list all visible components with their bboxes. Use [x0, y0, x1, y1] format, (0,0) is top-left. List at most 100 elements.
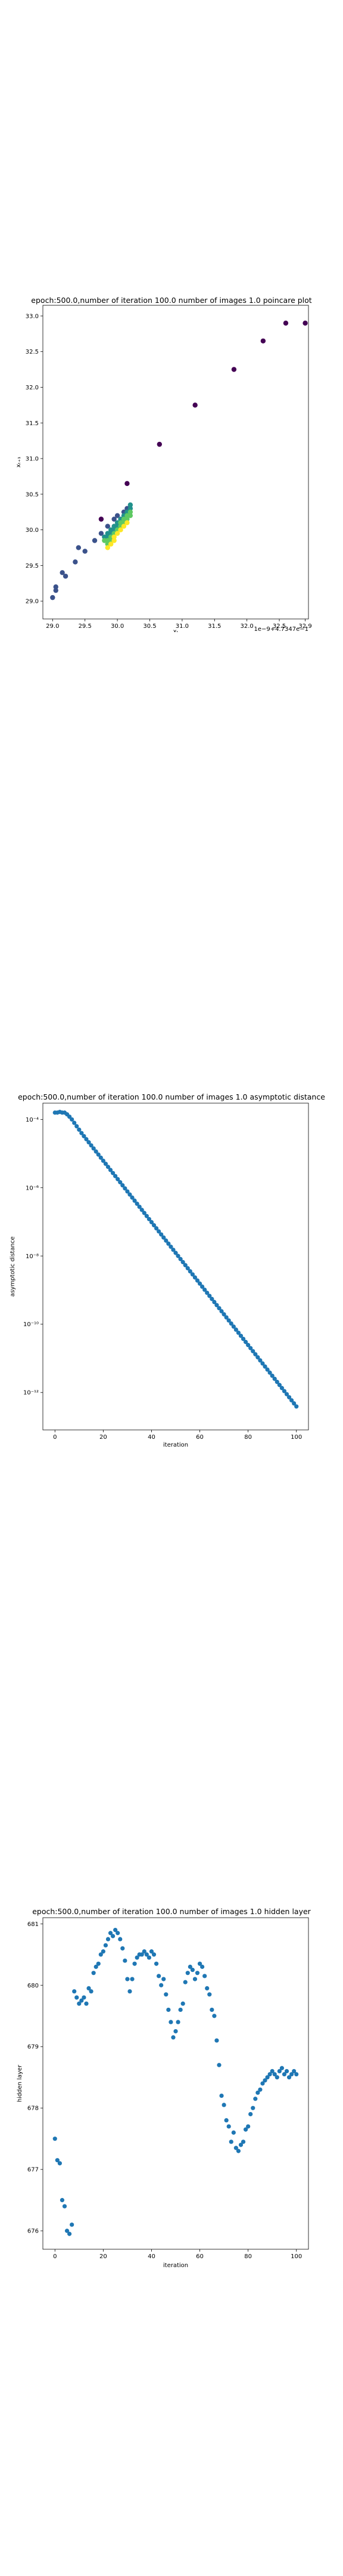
x-tick-label: 0	[53, 2253, 57, 2260]
scatter-point	[132, 1198, 137, 1203]
scatter-point	[123, 1958, 127, 1963]
x-axis-label: iteration	[163, 1442, 188, 1448]
chart-title: epoch:500.0,number of iteration 100.0 nu…	[32, 1907, 311, 1916]
y-tick-label: 680	[27, 1983, 39, 1989]
scatter-point	[200, 1964, 205, 1969]
scatter-point	[111, 534, 117, 540]
scatter-point	[214, 1303, 219, 1308]
scatter-point	[161, 1235, 166, 1240]
scatter-point	[229, 2140, 233, 2144]
scatter-point	[118, 527, 123, 532]
scatter-point	[105, 524, 110, 529]
scatter-point	[124, 520, 130, 525]
scatter-point	[98, 516, 104, 522]
scatter-point	[171, 2035, 176, 2040]
scatter-point	[270, 1373, 275, 1378]
x-tick-label: 80	[244, 2253, 252, 2260]
scatter-point	[173, 2029, 178, 2034]
scatter-point	[98, 1952, 103, 1957]
scatter-point	[214, 2038, 219, 2043]
axis-offset-label: 1e−9+4.7347e−1	[254, 626, 308, 632]
x-tick-label: 20	[99, 1434, 107, 1441]
scatter-point	[267, 2072, 272, 2077]
y-tick-label: 681	[27, 1921, 39, 1928]
scatter-point	[192, 1977, 198, 1981]
scatter-point	[289, 1398, 294, 1402]
x-tick-label: 29.0	[46, 623, 59, 630]
scatter-point	[164, 1992, 169, 1997]
scatter-point	[188, 1964, 192, 1969]
scatter-point	[120, 1183, 125, 1188]
scatter-point	[139, 1952, 144, 1957]
x-tick-label: 32.0	[241, 623, 254, 630]
scatter-point	[200, 1284, 205, 1289]
scatter-point	[113, 1927, 118, 1933]
scatter-point	[292, 2069, 297, 2074]
x-tick-label: 40	[148, 2253, 155, 2260]
y-tick-label: 10⁻⁸	[26, 1253, 39, 1260]
scatter-point	[157, 1974, 161, 1979]
scatter-point	[197, 1961, 202, 1966]
x-tick-label: 0	[53, 1434, 57, 1441]
scatter-point	[154, 1961, 159, 1966]
scatter-point	[70, 2222, 74, 2227]
scatter-point	[82, 1134, 86, 1138]
scatter-point	[125, 1189, 130, 1194]
scatter-point	[251, 1349, 255, 1354]
scatter-point	[103, 1943, 108, 1948]
scatter-point	[192, 1275, 198, 1280]
scatter-point	[116, 1931, 120, 1936]
scatter-point	[149, 1219, 154, 1225]
scatter-point	[108, 541, 114, 547]
scatter-point	[105, 545, 110, 550]
scatter-point	[108, 1168, 113, 1172]
x-tick-label: 30.5	[143, 623, 156, 630]
scatter-point	[110, 1934, 116, 1939]
scatter-point	[303, 320, 308, 326]
scatter-point	[135, 1955, 139, 1960]
scatter-point	[173, 1250, 178, 1255]
scatter-point	[127, 506, 133, 511]
scatter-point	[135, 1202, 139, 1206]
scatter-point	[246, 1343, 251, 1348]
scatter-point	[255, 2090, 260, 2095]
scatter-point	[146, 1216, 151, 1222]
scatter-point	[50, 595, 55, 600]
scatter-point	[169, 2020, 173, 2024]
scatter-point	[279, 1386, 284, 1391]
scatter-point	[241, 1336, 246, 1341]
scatter-point	[70, 1117, 74, 1122]
scatter-point	[248, 1346, 253, 1351]
scatter-point	[178, 2007, 183, 2012]
x-tick-label: 32.5	[273, 623, 286, 630]
x-tick-label: 20	[99, 2253, 107, 2260]
scatter-point	[103, 1162, 108, 1166]
scatter-point	[238, 1333, 244, 1338]
scatter-point	[258, 1358, 263, 1363]
scatter-point	[217, 1306, 222, 1311]
scatter-point	[157, 1229, 161, 1234]
scatter-point	[207, 1992, 212, 1997]
scatter-point	[53, 587, 58, 593]
scatter-point	[260, 2081, 265, 2086]
asymptotic-distance-chart: epoch:500.0,number of iteration 100.0 nu…	[10, 1092, 325, 1448]
scatter-point	[180, 2001, 185, 2006]
scatter-point	[113, 1174, 118, 1178]
scatter-point	[226, 1318, 231, 1323]
scatter-point	[101, 1949, 105, 1954]
scatter-point	[86, 1140, 91, 1145]
y-tick-label: 30.0	[26, 527, 39, 534]
scatter-point	[63, 574, 68, 579]
scatter-point	[166, 1241, 171, 1246]
scatter-point	[270, 2069, 275, 2074]
scatter-point	[229, 1321, 233, 1326]
x-tick-label: 31.0	[176, 623, 189, 630]
scatter-point	[238, 2142, 244, 2147]
scatter-point	[123, 1186, 127, 1191]
scatter-point	[139, 1208, 144, 1212]
scatter-point	[166, 2007, 171, 2012]
scatter-point	[91, 1971, 96, 1976]
scatter-point	[151, 1952, 157, 1957]
scatter-point	[79, 1131, 84, 1135]
scatter-point	[246, 2124, 251, 2129]
